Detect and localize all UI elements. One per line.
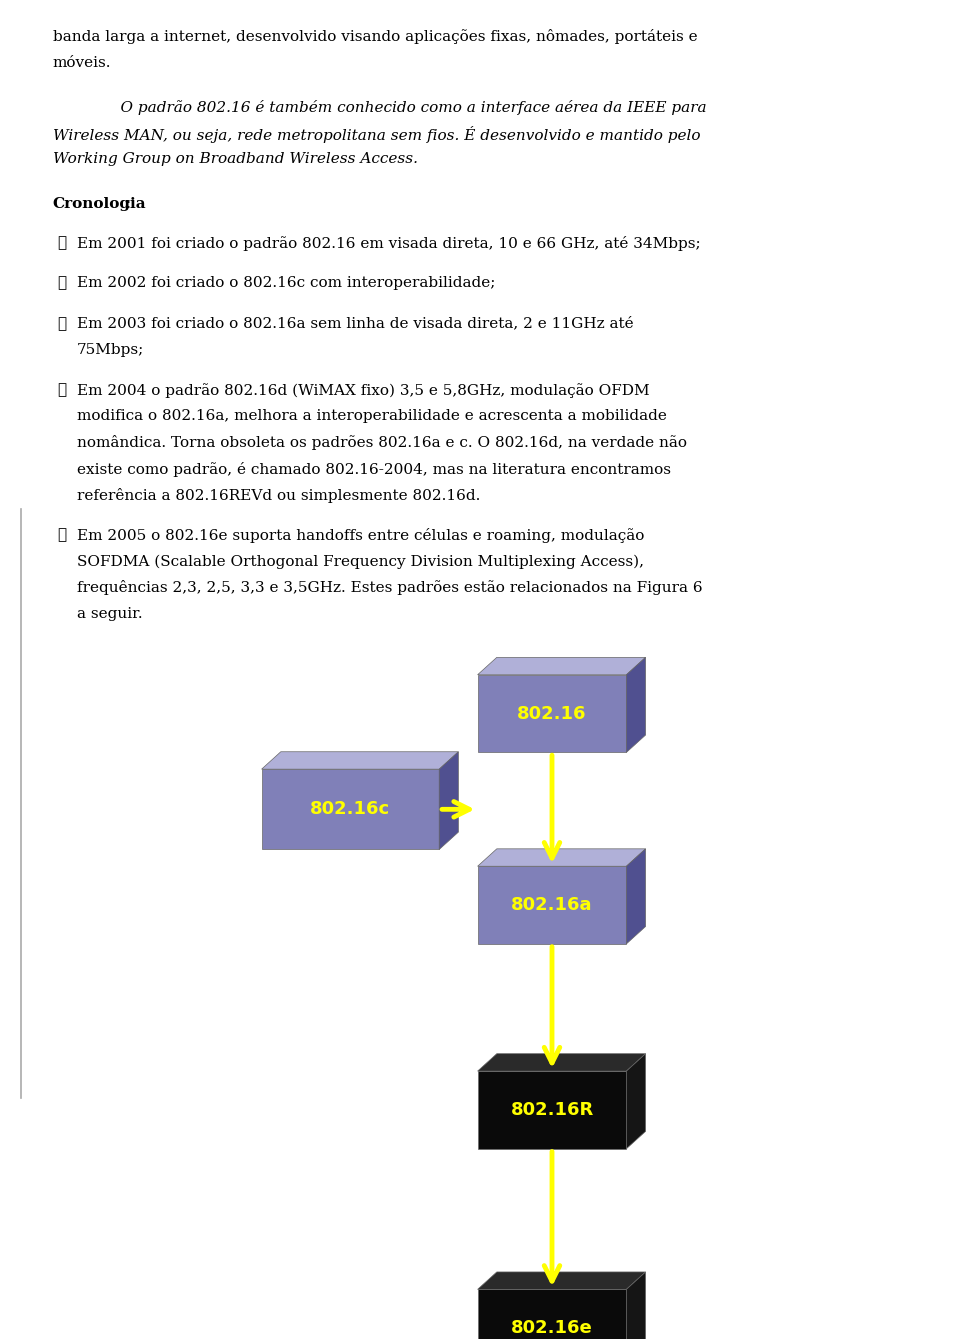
Text: ✓: ✓ [58, 236, 67, 250]
Polygon shape [477, 675, 626, 753]
Text: a seguir.: a seguir. [77, 607, 142, 620]
Polygon shape [477, 1054, 645, 1071]
Polygon shape [477, 657, 645, 675]
Text: modifica o 802.16a, melhora a interoperabilidade e acrescenta a mobilidade: modifica o 802.16a, melhora a interopera… [77, 410, 666, 423]
Text: Em 2005 o 802.16e suporta handoffs entre células e roaming, modulação: Em 2005 o 802.16e suporta handoffs entre… [77, 528, 644, 544]
Text: 802.16a: 802.16a [512, 896, 592, 915]
Text: móveis.: móveis. [53, 55, 111, 70]
Polygon shape [477, 849, 645, 866]
Text: O padrão 802.16 é também conhecido como a interface aérea da IEEE para: O padrão 802.16 é também conhecido como … [101, 100, 707, 115]
Text: existe como padrão, é chamado 802.16-2004, mas na literatura encontramos: existe como padrão, é chamado 802.16-200… [77, 462, 671, 477]
Text: 802.16: 802.16 [517, 704, 587, 723]
Text: ✓: ✓ [58, 276, 67, 291]
Text: ✓: ✓ [58, 316, 67, 331]
Text: 802.16R: 802.16R [511, 1101, 593, 1119]
Polygon shape [261, 769, 440, 849]
Text: 802.16c: 802.16c [310, 801, 391, 818]
Polygon shape [477, 866, 626, 944]
Text: Em 2001 foi criado o padrão 802.16 em visada direta, 10 e 66 GHz, até 34Mbps;: Em 2001 foi criado o padrão 802.16 em vi… [77, 236, 701, 250]
Polygon shape [261, 751, 459, 769]
Text: 75Mbps;: 75Mbps; [77, 343, 144, 356]
Polygon shape [626, 657, 645, 753]
Text: ✓: ✓ [58, 528, 67, 542]
Polygon shape [477, 1272, 645, 1289]
Text: Wireless MAN, ou seja, rede metropolitana sem fios. É desenvolvido e mantido pel: Wireless MAN, ou seja, rede metropolitan… [53, 126, 700, 143]
Text: ✓: ✓ [58, 383, 67, 398]
Text: 802.16e: 802.16e [511, 1319, 593, 1338]
Polygon shape [440, 751, 459, 849]
Text: SOFDMA (Scalable Orthogonal Frequency Division Multiplexing Access),: SOFDMA (Scalable Orthogonal Frequency Di… [77, 554, 644, 569]
Text: Em 2003 foi criado o 802.16a sem linha de visada direta, 2 e 11GHz até: Em 2003 foi criado o 802.16a sem linha d… [77, 316, 634, 331]
Polygon shape [626, 1272, 645, 1339]
Text: :: : [126, 197, 131, 210]
Polygon shape [626, 1054, 645, 1149]
Text: Em 2002 foi criado o 802.16c com interoperabilidade;: Em 2002 foi criado o 802.16c com interop… [77, 276, 495, 291]
Text: nomândica. Torna obsoleta os padrões 802.16a e c. O 802.16d, na verdade não: nomândica. Torna obsoleta os padrões 802… [77, 435, 686, 450]
Polygon shape [626, 849, 645, 944]
Polygon shape [477, 1071, 626, 1149]
Text: Em 2004 o padrão 802.16d (WiMAX fixo) 3,5 e 5,8GHz, modulação OFDM: Em 2004 o padrão 802.16d (WiMAX fixo) 3,… [77, 383, 649, 398]
Polygon shape [477, 1289, 626, 1339]
Text: Cronologia: Cronologia [53, 197, 147, 210]
Text: Working Group on Broadband Wireless Access.: Working Group on Broadband Wireless Acce… [53, 153, 418, 166]
Text: banda larga a internet, desenvolvido visando aplicações fixas, nômades, portátei: banda larga a internet, desenvolvido vis… [53, 29, 697, 44]
Text: referência a 802.16REVd ou simplesmente 802.16d.: referência a 802.16REVd ou simplesmente … [77, 487, 480, 502]
Text: frequências 2,3, 2,5, 3,3 e 3,5GHz. Estes padrões estão relacionados na Figura 6: frequências 2,3, 2,5, 3,3 e 3,5GHz. Este… [77, 580, 703, 596]
